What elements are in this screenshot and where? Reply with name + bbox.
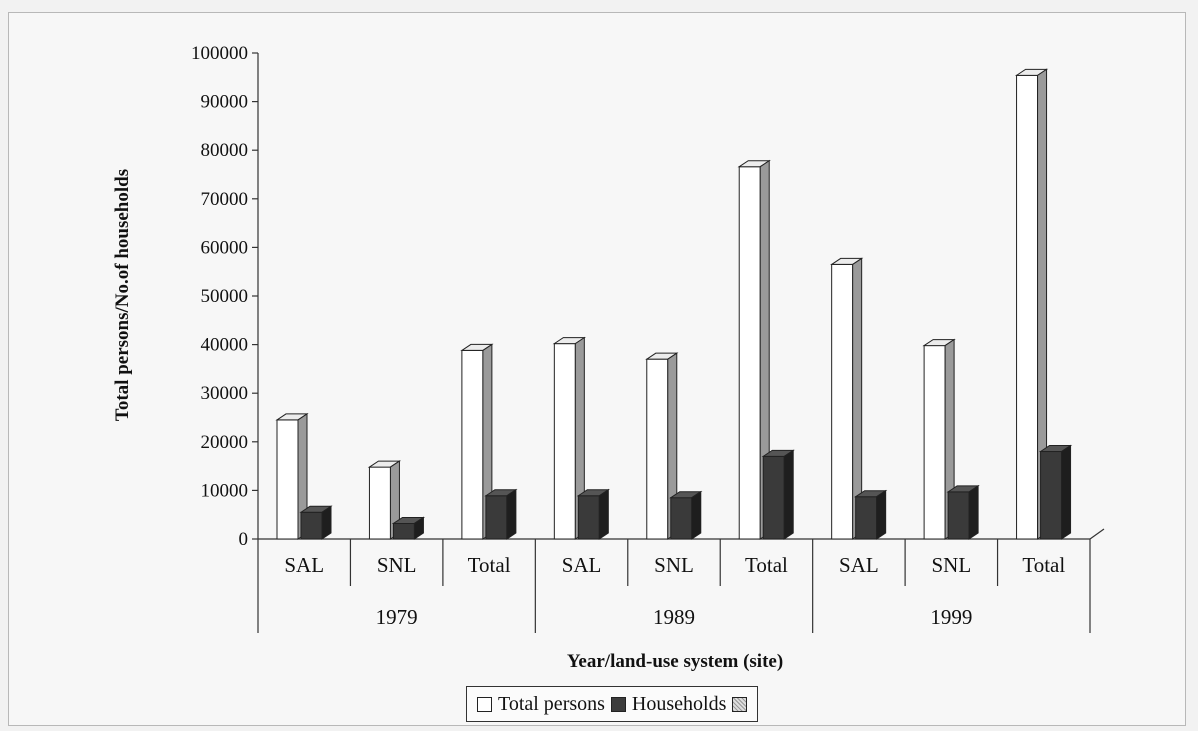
legend-item-total-persons: Total persons	[477, 693, 605, 716]
y-tick-label: 10000	[201, 480, 249, 501]
bar-households-front	[855, 496, 878, 540]
bar-households	[946, 484, 980, 540]
bars-layer	[275, 68, 1073, 540]
y-tick-label: 80000	[201, 140, 249, 161]
y-tick-label: 30000	[201, 383, 249, 404]
x-axis-depth-line	[1089, 528, 1105, 540]
bar-total-persons	[1014, 68, 1049, 540]
bar-households-front	[300, 511, 323, 540]
y-tick-label: 60000	[201, 237, 249, 258]
y-tick-label: 40000	[201, 335, 249, 356]
bar-total-persons-front	[368, 466, 391, 540]
bar-total-persons	[552, 336, 586, 540]
bar-households-front	[485, 495, 508, 540]
legend: Total persons Households	[466, 686, 759, 722]
legend-label-total-persons: Total persons	[498, 692, 605, 715]
bar-households-side	[506, 488, 517, 540]
axes-layer	[252, 52, 1105, 633]
x-category-label: SAL	[562, 553, 602, 577]
bar-households-front	[577, 495, 600, 540]
bar-total-persons	[830, 257, 864, 540]
y-axis-title: Total persons/No.of households	[112, 169, 133, 421]
bar-total-persons	[922, 338, 956, 540]
bar-total-persons-front	[461, 349, 484, 540]
chart-frame	[8, 12, 1186, 726]
bar-total-persons	[645, 352, 679, 540]
bar-households-side	[783, 449, 794, 540]
x-category-label: SNL	[654, 553, 694, 577]
y-tick-label: 100000	[191, 43, 248, 64]
bar-total-persons-front	[646, 358, 669, 540]
bar-households-side	[691, 490, 702, 540]
bar-households	[761, 449, 795, 540]
bar-households-front	[1040, 451, 1063, 540]
bar-households	[576, 488, 610, 540]
legend-swatch-households	[610, 696, 626, 712]
bar-households-side	[876, 489, 887, 540]
bar-total-persons	[275, 412, 309, 540]
bar-households-front	[670, 497, 693, 540]
y-tick-label: 50000	[201, 286, 249, 307]
bar-households	[299, 505, 333, 540]
bar-total-persons-front	[923, 345, 946, 540]
legend-item-unnamed	[732, 696, 748, 712]
bar-total-persons	[367, 460, 402, 540]
bar-households-front	[392, 522, 415, 540]
bar-total-persons-front	[553, 343, 576, 540]
bar-households-side	[321, 505, 332, 540]
bar-total-persons-front	[1016, 74, 1039, 540]
y-tick-label: 70000	[201, 189, 249, 210]
bar-total-persons-front	[276, 419, 299, 540]
bar-households	[391, 516, 426, 540]
bar-households	[669, 490, 703, 540]
bar-households	[484, 488, 518, 540]
x-category-label: SNL	[931, 553, 971, 577]
y-tick-label: 20000	[201, 432, 249, 453]
labels-layer: 0 10000 20000 30000 40000 50000 60000 70000 8000…	[191, 43, 1065, 629]
x-category-label: SAL	[839, 553, 879, 577]
x-group-label: 1999	[930, 605, 972, 629]
bar-total-persons-front	[738, 166, 761, 540]
x-axis-title: Year/land-use system (site)	[567, 651, 783, 672]
x-category-label: SAL	[284, 553, 324, 577]
x-group-label: 1989	[653, 605, 695, 629]
bar-households	[1038, 444, 1073, 540]
bar-total-persons	[460, 343, 494, 540]
bar-households-side	[968, 484, 979, 540]
x-category-label: Total	[1022, 553, 1065, 577]
x-category-label: Total	[745, 553, 788, 577]
bar-households-front	[762, 455, 785, 540]
bar-households	[854, 489, 888, 540]
y-tick-label: 0	[239, 529, 249, 550]
y-tick-label: 90000	[201, 92, 249, 113]
x-category-label: SNL	[377, 553, 417, 577]
legend-item-households: Households	[610, 692, 727, 716]
x-category-label: Total	[468, 553, 511, 577]
bar-households-side	[413, 516, 424, 540]
legend-swatch-unnamed	[732, 696, 748, 712]
bar-households-side	[598, 488, 609, 540]
bar-total-persons	[737, 159, 771, 540]
x-group-label: 1979	[376, 605, 418, 629]
legend-swatch-total-persons	[477, 696, 492, 712]
bar-total-persons-front	[831, 263, 854, 540]
bar-households-front	[947, 491, 970, 540]
bar-households-side	[1061, 444, 1072, 540]
legend-label-households: Households	[631, 692, 727, 715]
